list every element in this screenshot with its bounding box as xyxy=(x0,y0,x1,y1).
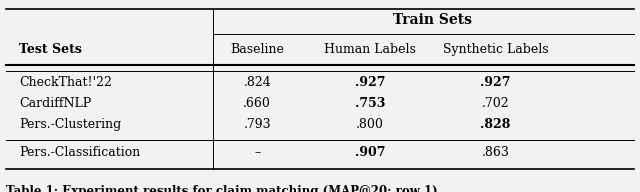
Text: Pers.-Clustering: Pers.-Clustering xyxy=(19,118,121,131)
Text: .793: .793 xyxy=(243,118,271,131)
Text: .927: .927 xyxy=(355,76,385,89)
Text: .660: .660 xyxy=(243,97,271,110)
Text: Train Sets: Train Sets xyxy=(394,13,472,27)
Text: –: – xyxy=(254,146,260,159)
Text: Baseline: Baseline xyxy=(230,43,284,56)
Text: Test Sets: Test Sets xyxy=(19,43,82,56)
Text: Synthetic Labels: Synthetic Labels xyxy=(443,43,548,56)
Text: Pers.-Classification: Pers.-Classification xyxy=(19,146,140,159)
Text: .927: .927 xyxy=(481,76,511,89)
Text: .824: .824 xyxy=(243,76,271,89)
Text: .907: .907 xyxy=(355,146,385,159)
Text: .863: .863 xyxy=(482,146,509,159)
Text: CardiffNLP: CardiffNLP xyxy=(19,97,91,110)
Text: .702: .702 xyxy=(482,97,509,110)
Text: CheckThat!'22: CheckThat!'22 xyxy=(19,76,112,89)
Text: .800: .800 xyxy=(356,118,384,131)
Text: Table 1: Experiment results for claim matching (MAP@20; row 1),: Table 1: Experiment results for claim ma… xyxy=(6,185,442,192)
Text: .828: .828 xyxy=(481,118,511,131)
Text: Human Labels: Human Labels xyxy=(324,43,416,56)
Text: .753: .753 xyxy=(355,97,385,110)
